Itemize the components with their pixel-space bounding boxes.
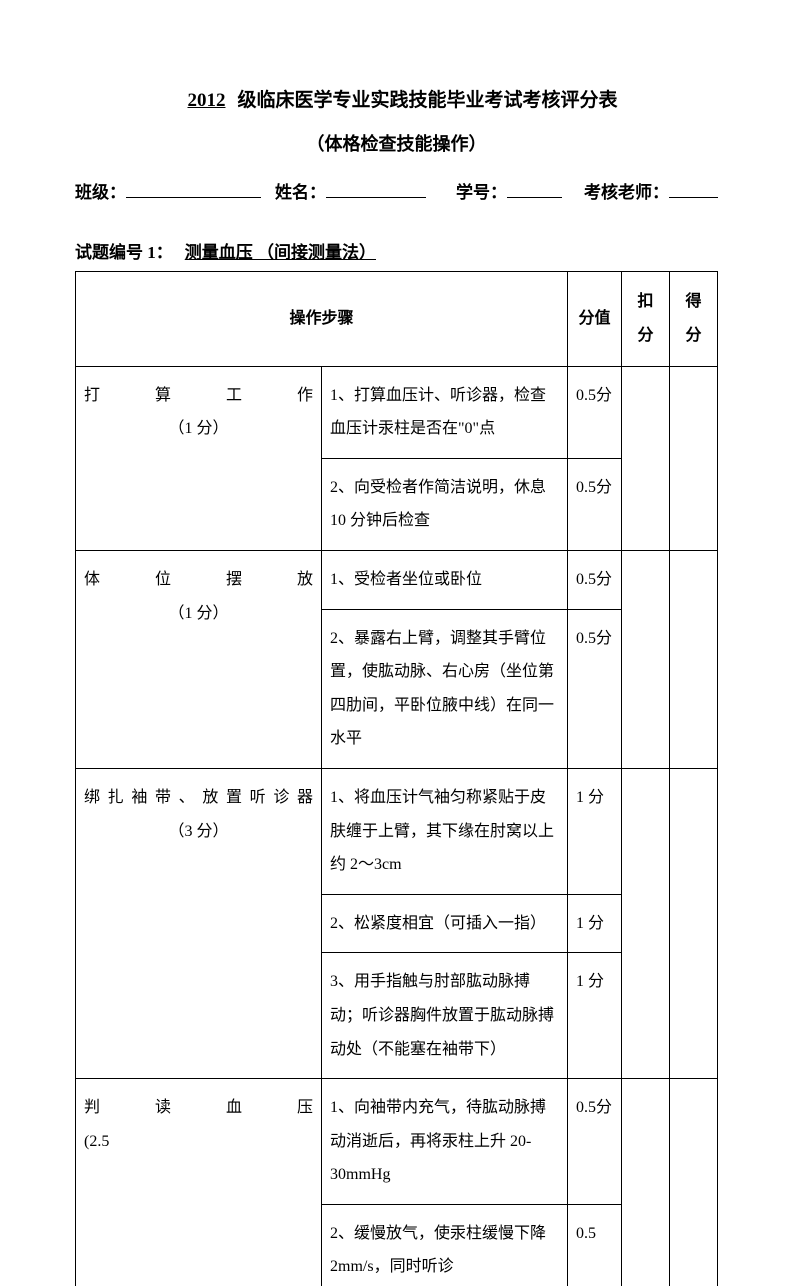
class-blank[interactable]: [126, 180, 261, 198]
deduct-cell[interactable]: [622, 550, 670, 768]
section-points: (2.5: [84, 1125, 313, 1159]
section-cell: 打算工作 （1 分）: [76, 366, 322, 550]
section-name: 判读血压: [84, 1099, 313, 1116]
step-score: 1 分: [568, 953, 622, 1079]
question-title: 试题编号 1：测量血压 （间接测量法）: [75, 238, 718, 263]
examiner-label: 考核老师：: [584, 178, 669, 203]
final-cell[interactable]: [670, 550, 718, 768]
final-cell[interactable]: [670, 366, 718, 550]
step-desc: 1、向袖带内充气，待肱动脉搏动消逝后，再将汞柱上升 20-30mmHg: [322, 1079, 568, 1205]
section-cell: 绑扎袖带、放置听诊器 （3 分）: [76, 768, 322, 1078]
page-title: 2012级临床医学专业实践技能毕业考试考核评分表: [75, 85, 718, 112]
step-desc: 3、用手指触与肘部肱动脉搏动；听诊器胸件放置于肱动脉搏动处（不能塞在袖带下）: [322, 953, 568, 1079]
step-desc: 2、暴露右上臂，调整其手臂位置，使肱动脉、右心房（坐位第四肋间，平卧位腋中线）在…: [322, 609, 568, 768]
header-deduct: 扣分: [622, 272, 670, 367]
scoring-table: 操作步骤 分值 扣分 得分 打算工作 （1 分） 1、打算血压计、听诊器，检查血…: [75, 271, 718, 1286]
step-desc: 1、打算血压计、听诊器，检查血压计汞柱是否在"0"点: [322, 366, 568, 458]
final-cell[interactable]: [670, 1079, 718, 1286]
section-name: 绑扎袖带、放置听诊器: [84, 789, 313, 806]
info-row: 班级： 姓名： 学号： 考核老师：: [75, 178, 718, 203]
header-final: 得分: [670, 272, 718, 367]
step-desc: 1、将血压计气袖匀称紧贴于皮肤缠于上臂，其下缘在肘窝以上约 2～3cm: [322, 768, 568, 894]
table-row: 判读血压 (2.5 1、向袖带内充气，待肱动脉搏动消逝后，再将汞柱上升 20-3…: [76, 1079, 718, 1205]
deduct-cell[interactable]: [622, 768, 670, 1078]
step-desc: 1、受检者坐位或卧位: [322, 550, 568, 609]
step-desc: 2、缓慢放气，使汞柱缓慢下降 2mm/s，同时听诊: [322, 1204, 568, 1286]
section-points: （1 分）: [84, 412, 313, 446]
step-score: 0.5分: [568, 550, 622, 609]
header-score: 分值: [568, 272, 622, 367]
table-header-row: 操作步骤 分值 扣分 得分: [76, 272, 718, 367]
step-desc: 2、向受检者作简洁说明，休息 10 分钟后检查: [322, 458, 568, 550]
table-row: 绑扎袖带、放置听诊器 （3 分） 1、将血压计气袖匀称紧贴于皮肤缠于上臂，其下缘…: [76, 768, 718, 894]
section-points: （1 分）: [84, 597, 313, 631]
header-steps: 操作步骤: [76, 272, 568, 367]
deduct-cell[interactable]: [622, 366, 670, 550]
section-name: 体位摆放: [84, 571, 313, 588]
class-label: 班级：: [75, 178, 126, 203]
step-score: 0.5分: [568, 1079, 622, 1205]
section-cell: 判读血压 (2.5: [76, 1079, 322, 1286]
step-score: 0.5分: [568, 458, 622, 550]
step-desc: 2、松紧度相宜（可插入一指）: [322, 894, 568, 953]
section-name: 打算工作: [84, 387, 313, 404]
name-label: 姓名：: [275, 178, 326, 203]
examiner-blank[interactable]: [669, 180, 718, 198]
deduct-cell[interactable]: [622, 1079, 670, 1286]
title-rest: 级临床医学专业实践技能毕业考试考核评分表: [237, 90, 617, 111]
final-cell[interactable]: [670, 768, 718, 1078]
page-subtitle: （体格检查技能操作）: [75, 130, 718, 156]
name-blank[interactable]: [326, 180, 426, 198]
step-score: 0.5: [568, 1204, 622, 1286]
question-prefix: 试题编号 1：: [75, 243, 173, 262]
table-row: 打算工作 （1 分） 1、打算血压计、听诊器，检查血压计汞柱是否在"0"点 0.…: [76, 366, 718, 458]
title-year: 2012: [175, 90, 237, 111]
step-score: 0.5分: [568, 366, 622, 458]
section-cell: 体位摆放 （1 分）: [76, 550, 322, 768]
step-score: 1 分: [568, 894, 622, 953]
id-blank[interactable]: [507, 180, 562, 198]
table-row: 体位摆放 （1 分） 1、受检者坐位或卧位 0.5分: [76, 550, 718, 609]
step-score: 0.5分: [568, 609, 622, 768]
id-label: 学号：: [456, 178, 507, 203]
step-score: 1 分: [568, 768, 622, 894]
section-points: （3 分）: [84, 815, 313, 849]
question-name: 测量血压 （间接测量法）: [173, 243, 382, 262]
